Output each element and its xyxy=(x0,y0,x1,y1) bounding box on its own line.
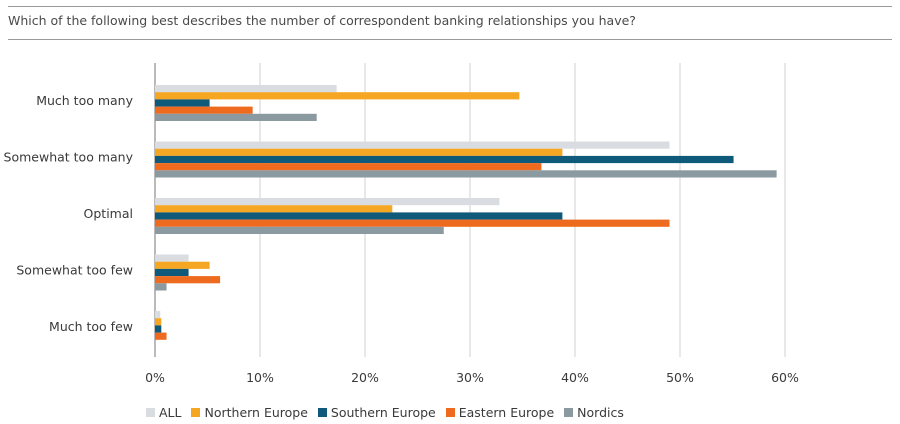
legend: ALL Northern Europe Southern Europe Eastern… xyxy=(146,405,634,420)
bar xyxy=(155,148,563,156)
x-tick-labels: 0% 10% 20% 30% 40% 50% 60% xyxy=(145,370,799,385)
bar xyxy=(155,261,210,269)
bar xyxy=(155,141,670,149)
bar xyxy=(155,283,167,291)
bar xyxy=(155,99,210,107)
bar xyxy=(155,276,221,284)
x-tick-label: 50% xyxy=(666,370,694,385)
bar xyxy=(155,268,189,277)
x-tick-label: 20% xyxy=(351,370,379,385)
chart-question: Which of the following best describes th… xyxy=(8,13,636,28)
bar xyxy=(155,219,670,227)
category-label: Much too few xyxy=(49,319,133,334)
legend-swatch xyxy=(191,408,201,417)
legend-label: Southern Europe xyxy=(330,405,436,420)
bar xyxy=(155,106,253,114)
legend-item: Southern Europe xyxy=(317,405,436,420)
legend-item: ALL xyxy=(146,405,181,420)
bar xyxy=(155,92,520,100)
x-tick-label: 0% xyxy=(145,370,165,385)
legend-label: ALL xyxy=(159,405,182,420)
legend-label: Eastern Europe xyxy=(458,405,555,420)
category-label: Optimal xyxy=(84,206,133,221)
bar xyxy=(155,205,393,213)
category-label: Much too many xyxy=(36,93,133,108)
bar xyxy=(155,318,162,326)
legend-swatch xyxy=(564,408,574,417)
legend-label: Northern Europe xyxy=(204,405,308,420)
category-label: Somewhat too many xyxy=(4,150,134,165)
x-tick-label: 60% xyxy=(771,370,799,385)
bar xyxy=(155,226,444,234)
bar xyxy=(155,254,189,262)
top-rule xyxy=(8,6,892,7)
legend-swatch xyxy=(317,408,327,417)
x-tick-label: 10% xyxy=(246,370,274,385)
bar xyxy=(155,85,337,93)
legend-swatch xyxy=(445,408,455,417)
legend-item: Nordics xyxy=(564,405,624,420)
bar xyxy=(155,212,563,220)
legend-item: Eastern Europe xyxy=(445,405,555,420)
bar xyxy=(155,332,167,340)
bar xyxy=(155,163,542,171)
bar xyxy=(155,155,734,164)
question-rule xyxy=(8,39,892,40)
category-labels: Much too many Somewhat too many Optimal Som… xyxy=(4,93,134,334)
legend-item: Northern Europe xyxy=(191,405,308,420)
category-label: Somewhat too few xyxy=(16,263,133,278)
x-tick-label: 40% xyxy=(561,370,589,385)
bar xyxy=(155,198,500,206)
bar xyxy=(155,311,161,319)
legend-swatch xyxy=(146,408,155,417)
bar xyxy=(155,170,777,178)
bar xyxy=(155,113,317,121)
bar xyxy=(155,325,162,333)
bars xyxy=(155,85,777,340)
legend-label: Nordics xyxy=(577,405,624,420)
x-tick-label: 30% xyxy=(456,370,484,385)
